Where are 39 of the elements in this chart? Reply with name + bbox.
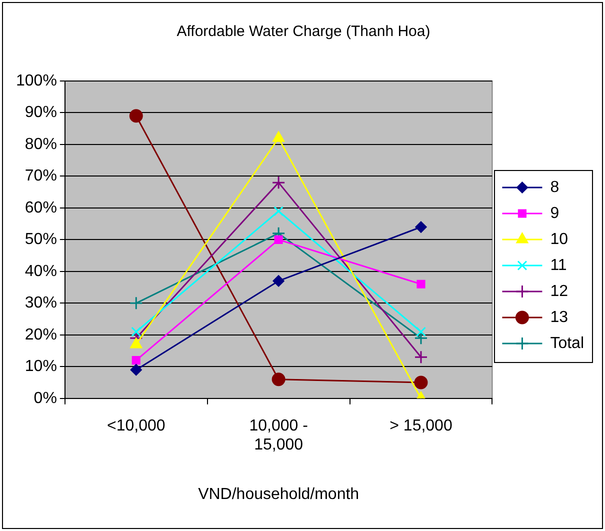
y-tick-label: 0% (34, 390, 57, 407)
y-tick-label: 60% (24, 199, 57, 216)
point (415, 221, 427, 233)
y-tick-label: 100% (16, 72, 57, 90)
x-tick-label: 10,000 - 15,000 (249, 417, 308, 454)
x-tick-label: <10,000 (106, 417, 166, 434)
legend-label: 9 (550, 204, 560, 222)
point (274, 206, 284, 216)
y-tick-label: 70% (24, 168, 57, 185)
legend-label: 13 (550, 308, 568, 326)
point (129, 109, 143, 123)
legend-label: 8 (550, 178, 560, 196)
legend-label: Total (550, 334, 584, 352)
point (132, 356, 140, 365)
point (272, 275, 284, 287)
point (416, 326, 426, 337)
y-tick-label: 20% (24, 326, 57, 344)
y-tick-label: 80% (24, 136, 57, 153)
point (272, 372, 286, 386)
legend-label: 11 (550, 256, 567, 274)
point (131, 326, 142, 337)
x-axis-title: VND/household/month (198, 486, 360, 503)
x-tick-label: > 15,000 (390, 417, 452, 434)
y-tick-label: 50% (24, 231, 57, 248)
y-tick-label: 40% (24, 262, 57, 280)
point (416, 280, 426, 288)
point (272, 176, 286, 190)
point (414, 350, 428, 364)
legend-label: 10 (550, 230, 568, 248)
point (129, 296, 143, 310)
point (130, 364, 142, 376)
point (414, 376, 428, 390)
y-tick-label: 90% (24, 104, 57, 122)
legend-label: 12 (550, 282, 568, 300)
point (130, 338, 142, 348)
chart-title: Affordable Water Charge (Thanh Hoa) (176, 23, 430, 40)
y-tick-label: 10% (24, 358, 57, 376)
y-tick-label: 30% (24, 294, 57, 312)
point (274, 235, 283, 244)
